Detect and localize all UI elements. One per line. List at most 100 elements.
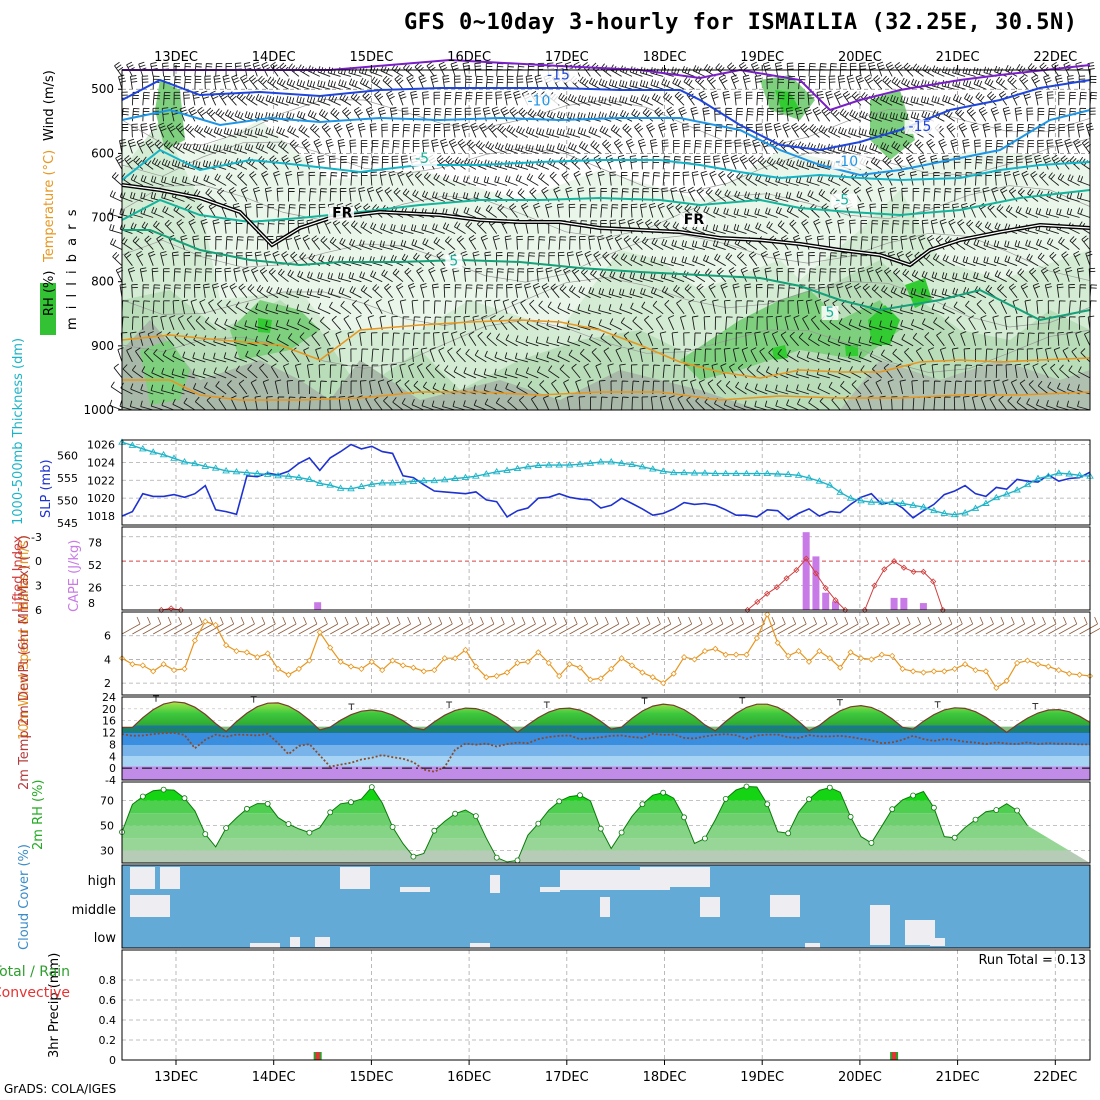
thickness-point bbox=[773, 470, 782, 477]
wind-barb bbox=[504, 352, 518, 363]
lifted-point bbox=[910, 568, 917, 575]
wind-barb bbox=[755, 284, 763, 298]
wind-barb bbox=[319, 172, 327, 186]
wind-barb bbox=[262, 379, 269, 395]
temp-tick: 4 bbox=[109, 750, 116, 763]
wind-barb bbox=[266, 396, 273, 411]
date-label-top: 20DEC bbox=[838, 50, 882, 65]
wind-barb bbox=[518, 395, 529, 411]
wind-barb bbox=[453, 75, 461, 90]
wind-barb bbox=[202, 368, 216, 379]
wind-barb bbox=[233, 267, 241, 282]
wind-barb bbox=[630, 302, 643, 315]
wind10m-point bbox=[212, 621, 219, 629]
wind-barb bbox=[277, 396, 285, 411]
wind-barb bbox=[329, 172, 338, 186]
wind-barb bbox=[537, 109, 550, 122]
wind-barb bbox=[766, 75, 774, 90]
wind-barb bbox=[589, 396, 597, 411]
rh-point bbox=[389, 824, 396, 830]
thickness-ylabel: 1000-500mb Thickness (dm) bbox=[11, 338, 26, 525]
wind-barb bbox=[746, 316, 754, 330]
wind-barb bbox=[938, 138, 947, 154]
wind-barb bbox=[578, 286, 591, 299]
wind-barb bbox=[646, 122, 655, 138]
wind-barb bbox=[714, 332, 723, 346]
wind10m-barb bbox=[257, 616, 276, 635]
wind-barb bbox=[707, 379, 716, 395]
wind-barb bbox=[422, 238, 435, 251]
rh-point bbox=[868, 840, 875, 846]
wind-barb bbox=[608, 79, 622, 90]
wind-barb bbox=[808, 397, 820, 411]
wind-barb bbox=[985, 139, 992, 154]
wind-barb bbox=[1073, 138, 1082, 154]
wind-barb bbox=[142, 300, 150, 314]
wind-barb bbox=[127, 267, 136, 282]
wind-barb bbox=[1039, 62, 1049, 77]
wind-barb bbox=[349, 286, 362, 299]
wind-barb bbox=[730, 74, 740, 90]
wind-barb bbox=[827, 352, 841, 363]
wind-barb bbox=[392, 268, 404, 283]
wind-barb bbox=[1047, 107, 1056, 122]
wind10m-point bbox=[191, 637, 198, 644]
wind-barb bbox=[605, 154, 615, 170]
wind-barb bbox=[725, 380, 737, 395]
wind10m-point bbox=[816, 648, 823, 655]
wind-barb bbox=[600, 333, 612, 347]
wind-barb bbox=[151, 206, 164, 218]
wind-barb bbox=[445, 155, 456, 170]
wind10m-point bbox=[743, 651, 750, 658]
wind-barb bbox=[920, 288, 935, 299]
wind-barb bbox=[629, 288, 643, 299]
wind-barb bbox=[775, 315, 783, 330]
wind-barb bbox=[936, 331, 945, 347]
wind-barb bbox=[941, 66, 955, 77]
wind-barb bbox=[150, 384, 164, 395]
wind-barb bbox=[993, 256, 1007, 267]
wind-barb bbox=[327, 79, 341, 90]
wind-barb bbox=[1027, 188, 1039, 202]
wind-barb bbox=[422, 139, 430, 154]
run-total: Run Total = 0.13 bbox=[978, 953, 1086, 968]
wind10m-point bbox=[826, 655, 833, 662]
wind-barb bbox=[325, 138, 334, 154]
rh-contour bbox=[121, 277, 1091, 328]
wind-barb bbox=[796, 191, 810, 202]
wind-barb bbox=[818, 252, 827, 266]
rh-point bbox=[764, 801, 771, 808]
wind-barb bbox=[725, 252, 737, 267]
wind-barb bbox=[648, 202, 657, 218]
wind-barb bbox=[948, 331, 956, 347]
wind-barb bbox=[546, 351, 560, 363]
cape-bar bbox=[822, 592, 830, 610]
wind-barb bbox=[423, 316, 432, 330]
wind-barb bbox=[1026, 253, 1039, 267]
wind-barb bbox=[506, 75, 514, 90]
wind-barb bbox=[202, 143, 216, 154]
wind-barb bbox=[163, 284, 171, 298]
wind-barb bbox=[461, 122, 470, 138]
isotherm-label-bg bbox=[411, 152, 438, 167]
wind-barb bbox=[691, 171, 699, 186]
isotherm-label-bg bbox=[831, 155, 867, 170]
thickness-point bbox=[878, 498, 886, 505]
wind-barb bbox=[589, 204, 598, 218]
wind-barb bbox=[398, 90, 407, 106]
wind10m-barb bbox=[132, 616, 151, 635]
wind-barb bbox=[151, 267, 159, 282]
wind-barb bbox=[1048, 172, 1060, 186]
cape-tick: 26 bbox=[88, 582, 102, 595]
wind-barb bbox=[686, 90, 696, 106]
wind-barb bbox=[755, 123, 763, 138]
rh-point bbox=[910, 792, 916, 799]
tmax-marker bbox=[446, 701, 453, 708]
wind-barb bbox=[755, 222, 768, 235]
wind10m-barb bbox=[819, 616, 838, 635]
rh-point bbox=[1014, 807, 1020, 814]
wind-barb bbox=[204, 382, 216, 395]
wind-barb bbox=[806, 383, 820, 395]
wind-barb bbox=[787, 75, 796, 90]
wind-barb bbox=[796, 368, 810, 379]
